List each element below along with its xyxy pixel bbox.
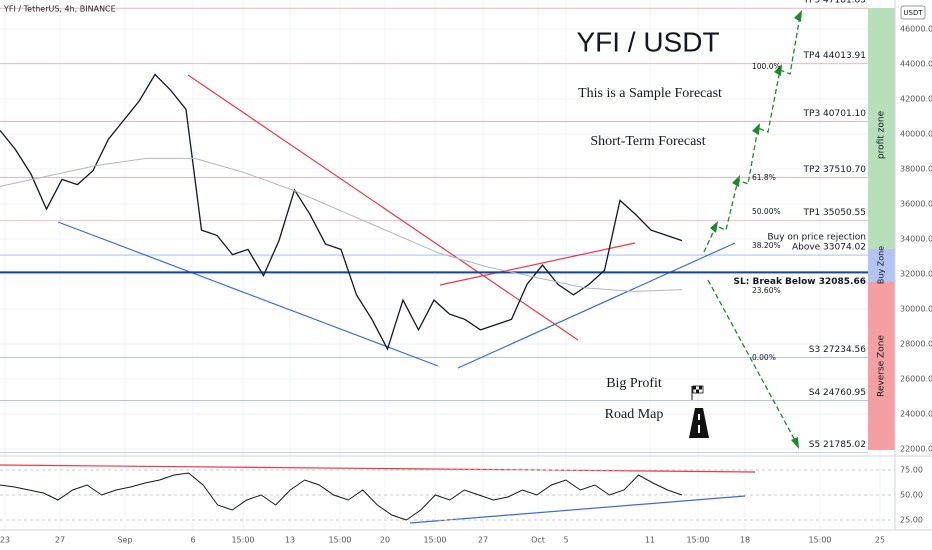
- reverse-zone: [868, 282, 895, 450]
- x-tick-label: Oct: [531, 536, 545, 545]
- level-label: TP5 47181.85: [803, 0, 866, 6]
- y-tick-label: 38000.00: [900, 164, 932, 173]
- road-icon: [689, 385, 709, 438]
- x-tick-label: 15:00: [423, 536, 446, 545]
- y-tick-label: 34000.00: [900, 234, 932, 243]
- zone-label: Buy Zone: [877, 246, 886, 284]
- x-tick-label: 15:00: [808, 536, 831, 545]
- y-tick-label: 22000.00: [900, 444, 932, 453]
- currency: USDT: [903, 9, 923, 17]
- arrow-head: [752, 123, 760, 135]
- x-tick-label: 20: [380, 536, 390, 545]
- y-tick-label: 46000.00: [900, 24, 932, 33]
- level-label: TP2 37510.70: [803, 165, 867, 175]
- rsi-line: [0, 472, 683, 521]
- buy-zone: [868, 249, 895, 282]
- x-tick-label: 23: [0, 536, 10, 545]
- road-mark: [698, 414, 700, 420]
- trend-lines: [0, 74, 756, 524]
- chart-title: YFI / USDT: [576, 26, 719, 57]
- fib-label: 38.20%: [752, 241, 781, 250]
- forecast-arrows: [703, 15, 801, 445]
- rsi-trend-line: [0, 464, 756, 473]
- level-label: S4 24760.95: [809, 388, 866, 398]
- rsi-tick-label: 25.00: [900, 516, 923, 525]
- label-bg: [752, 274, 868, 288]
- zone-label: Reverse Zone: [877, 335, 887, 397]
- x-tick-label: 11: [645, 536, 655, 545]
- level-label: SL: Break Below 32085.66: [734, 277, 866, 287]
- x-tick-label: Sep: [117, 536, 132, 545]
- y-tick-label: 26000.00: [900, 374, 932, 383]
- road: [689, 408, 709, 438]
- x-tick-label: 18: [740, 536, 750, 545]
- rsi-trend-line: [409, 495, 746, 524]
- x-tick-label: 27: [478, 536, 488, 545]
- road-mark: [698, 425, 700, 433]
- arrow-head: [710, 221, 718, 233]
- forecast-down: [707, 279, 798, 445]
- level-caption: Buy on price rejection: [767, 233, 866, 243]
- arrow-head: [791, 437, 799, 449]
- annotation: Big Profit: [606, 376, 662, 391]
- arrow-heads: [710, 10, 802, 449]
- trend-line: [57, 221, 439, 367]
- fib-label: 100.0%: [752, 62, 781, 71]
- annotation: This is a Sample Forecast: [578, 86, 722, 101]
- price-line: [0, 73, 683, 351]
- level-label: Above 33074.02: [792, 243, 866, 253]
- fib-label: 23.60%: [752, 286, 781, 295]
- y-tick-label: 36000.00: [900, 199, 932, 208]
- x-tick-label: 15:00: [686, 536, 709, 545]
- y-tick-label: 42000.00: [900, 94, 932, 103]
- arrow-head: [774, 64, 782, 76]
- profit-zone: [868, 8, 895, 249]
- flag-check: [693, 386, 702, 393]
- header: YFI / TetherUS, 4h, BINANCE: [3, 5, 116, 14]
- x-tick-label: 27: [55, 536, 65, 545]
- zone-label: profit zone: [877, 110, 887, 159]
- y-tick-label: 24000.00: [900, 409, 932, 418]
- currency-box: [900, 5, 926, 20]
- y-tick-label: 32000.00: [900, 269, 932, 278]
- y-tick-label: 40000.00: [900, 129, 932, 138]
- x-tick-label: 6: [190, 536, 195, 545]
- y-tick-label: 44000.00: [900, 59, 932, 68]
- y-tick-label: 28000.00: [900, 339, 932, 348]
- level-label: TP1 35050.55: [803, 208, 866, 218]
- arrow-head: [794, 10, 802, 22]
- annotation: Short-Term Forecast: [590, 134, 705, 149]
- level-label: S5 21785.02: [809, 440, 866, 450]
- fib-label: 50.00%: [752, 207, 781, 216]
- rsi-tick-label: 75.00: [900, 466, 923, 475]
- fib-label: 0.00%: [752, 353, 776, 362]
- trend-line: [439, 242, 636, 286]
- level-label: S3 27234.56: [809, 345, 867, 355]
- trend-line: [187, 74, 579, 341]
- annotation: Road Map: [605, 407, 664, 422]
- arrow-head: [732, 175, 740, 187]
- x-tick-label: 25: [875, 536, 885, 545]
- trend-line: [457, 242, 736, 369]
- level-label: TP4 44013.91: [803, 51, 866, 61]
- x-tick-label: 5: [563, 536, 568, 545]
- x-tick-label: 15:00: [328, 536, 351, 545]
- x-tick-label: 13: [285, 536, 295, 545]
- fib-label: 61.8%: [752, 173, 776, 182]
- y-tick-label: 30000.00: [900, 304, 932, 313]
- forecast-up: [703, 15, 801, 253]
- moving-average: [0, 157, 683, 292]
- rsi-tick-label: 50.00: [900, 491, 923, 500]
- level-label: TP3 40701.10: [803, 109, 867, 119]
- x-tick-label: 15:00: [231, 536, 254, 545]
